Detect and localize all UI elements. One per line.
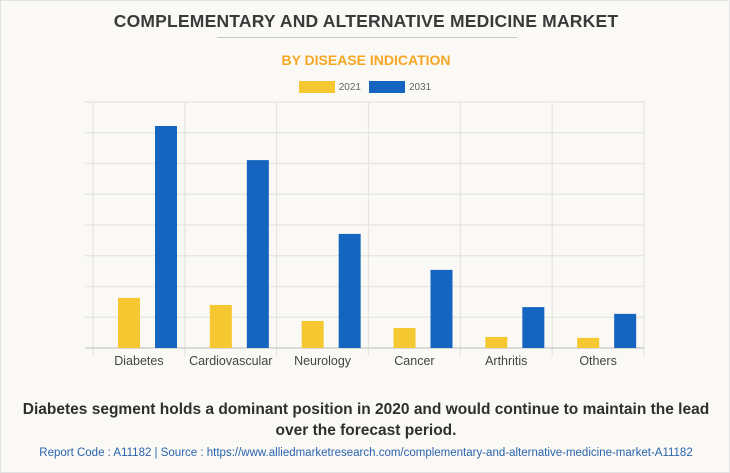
x-tick-label: Cancer	[394, 354, 434, 368]
bar-2031-diabetes	[155, 125, 177, 348]
bar-2031-arthritis	[522, 307, 545, 348]
x-tick-label: Others	[579, 354, 617, 368]
bar-2021-cancer	[393, 328, 416, 348]
bar-2031-cardiovascular	[246, 160, 269, 348]
legend-item-2021[interactable]: 2021	[298, 81, 361, 93]
bar-2021-arthritis	[485, 336, 508, 348]
bar-2021-others	[577, 337, 600, 348]
bar-2021-cardiovascular	[209, 304, 232, 348]
bar-2031-others	[614, 313, 637, 348]
bar-2021-diabetes	[118, 297, 140, 348]
chart-summary: Diabetes segment holds a dominant positi…	[22, 401, 710, 439]
source-link[interactable]: Report Code : A11182 | Source : https://…	[39, 447, 693, 459]
chart-title: COMPLEMENTARY AND ALTERNATIVE MEDICINE M…	[113, 11, 619, 31]
x-tick-label: Cardiovascular	[189, 354, 272, 368]
legend-label-2031: 2031	[409, 81, 432, 93]
title-divider	[217, 37, 517, 38]
x-tick-label: Neurology	[294, 354, 352, 368]
bar-2031-neurology	[338, 233, 361, 348]
x-tick-label: Arthritis	[485, 354, 527, 368]
bar-chart: Diabetes Cardiovascular Neurology Cancer Art…	[85, 101, 645, 368]
bar-2031-cancer	[430, 269, 453, 348]
x-tick-label: Diabetes	[114, 354, 163, 368]
legend-swatch-2021	[298, 81, 335, 93]
legend-item-2031[interactable]: 2031	[369, 81, 431, 93]
legend-label-2021: 2021	[338, 81, 361, 93]
legend-swatch-2031	[369, 81, 405, 93]
legend: 2021 2031	[1, 81, 730, 93]
bar-2021-neurology	[301, 320, 324, 348]
chart-subtitle: BY DISEASE INDICATION	[281, 52, 451, 68]
